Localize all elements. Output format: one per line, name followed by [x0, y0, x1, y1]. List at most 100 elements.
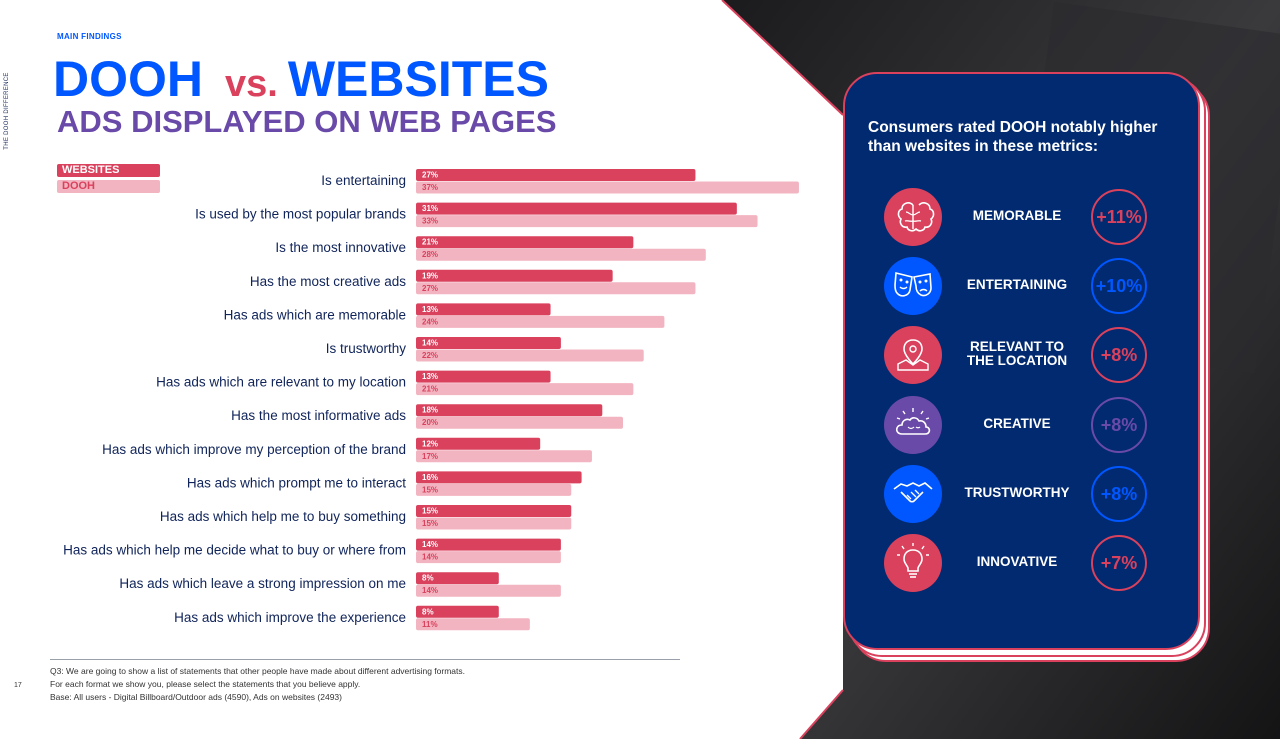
category-label: Has ads which leave a strong impression … — [119, 576, 406, 591]
metric-value-badge: +11% — [1091, 189, 1147, 245]
bar-value-label: 13% — [422, 305, 438, 314]
bar-websites — [416, 505, 572, 517]
bar-websites — [416, 370, 551, 383]
bar-websites — [416, 437, 541, 450]
bar-websites — [416, 236, 634, 249]
bar-dooh — [416, 618, 530, 631]
bar-value-label: 24% — [422, 317, 438, 326]
bar-dooh — [416, 416, 623, 429]
category-label: Has ads which help me decide what to buy… — [63, 543, 406, 558]
category-label: Is used by the most popular brands — [195, 207, 406, 222]
category-label: Has ads which are relevant to my locatio… — [156, 375, 406, 390]
bar-value-label: 13% — [422, 372, 438, 381]
handshake-icon — [884, 464, 942, 523]
legend-websites: WEBSITES — [57, 164, 160, 177]
side-label: THE DOOH DIFFERENCE — [4, 72, 10, 150]
bar-value-label: 14% — [422, 540, 438, 549]
metric-label: TRUSTWORTHY — [964, 484, 1070, 500]
category-label: Has ads which improve the experience — [174, 610, 406, 625]
bar-websites — [416, 538, 561, 551]
category-label: Has ads which improve my perception of t… — [102, 442, 406, 457]
bar-value-label: 12% — [422, 439, 438, 448]
bar-websites — [416, 303, 551, 316]
panel-heading: Consumers rated DOOH notably higher than… — [868, 119, 1158, 155]
brain-icon — [884, 188, 942, 246]
bar-value-label: 20% — [422, 418, 438, 427]
footnote-divider — [50, 659, 680, 660]
category-label: Is the most innovative — [275, 240, 406, 255]
category-label: Has the most informative ads — [231, 408, 406, 423]
metric-value-badge: +7% — [1091, 535, 1147, 591]
bar-dooh — [416, 215, 758, 228]
bar-dooh — [416, 383, 634, 396]
bar-dooh — [416, 483, 572, 496]
bar-dooh — [416, 551, 561, 564]
metric-label: RELEVANT TO THE LOCATION — [966, 339, 1068, 369]
bar-value-label: 21% — [422, 238, 438, 247]
bar-value-label: 15% — [422, 519, 438, 528]
bar-dooh — [416, 517, 572, 530]
bar-value-label: 8% — [422, 574, 434, 583]
footnote-line: Q3: We are going to show a list of state… — [50, 666, 466, 676]
category-label: Has the most creative ads — [250, 274, 406, 289]
bar-value-label: 15% — [422, 485, 438, 494]
bar-dooh — [416, 181, 799, 194]
bar-dooh — [416, 248, 706, 261]
bar-value-label: 33% — [422, 217, 438, 226]
bar-value-label: 27% — [422, 284, 438, 293]
title-dooh: DOOH — [53, 51, 203, 107]
metric-value-badge: +8% — [1091, 396, 1147, 453]
bar-websites — [416, 471, 582, 484]
bar-websites — [416, 337, 561, 349]
category-label: Is entertaining — [321, 173, 406, 188]
bar-dooh — [416, 349, 644, 362]
bar-websites — [416, 404, 603, 417]
bar-value-label: 8% — [422, 607, 434, 616]
bar-websites — [416, 269, 613, 282]
metric-label: CREATIVE — [983, 415, 1051, 431]
page-number: 17 — [14, 682, 22, 689]
metric-label: ENTERTAINING — [966, 277, 1068, 293]
bar-dooh — [416, 584, 561, 597]
legend-dooh: DOOH — [57, 180, 160, 193]
metric-label: INNOVATIVE — [976, 554, 1058, 569]
category-label: Is trustworthy — [326, 341, 407, 356]
category-label: Has ads which help me to buy something — [160, 509, 406, 524]
metric-value-badge: +10% — [1091, 258, 1147, 315]
bar-dooh — [416, 315, 665, 328]
bar-websites — [416, 605, 499, 618]
bar-value-label: 14% — [422, 553, 438, 562]
title-websites: WEBSITES — [287, 51, 549, 107]
theater-masks-icon — [884, 257, 942, 316]
footnote: Q3: We are going to show a list of state… — [50, 665, 465, 704]
page-subtitle: ADS DISPLAYED ON WEB PAGES — [57, 104, 557, 139]
bar-value-label: 17% — [422, 452, 438, 461]
metric-value-badge: +8% — [1091, 327, 1147, 384]
bar-value-label: 14% — [422, 339, 438, 348]
category-label: Has ads which prompt me to interact — [187, 475, 406, 490]
bar-value-label: 19% — [422, 271, 438, 280]
bar-chart: Is entertaining 27% 37% Is used by the most… — [63, 169, 799, 631]
page-title: DOOH vs. WEBSITES — [53, 54, 549, 104]
map-pin-icon — [884, 326, 942, 385]
creative-cloud-icon — [884, 395, 942, 454]
bar-value-label: 27% — [422, 171, 438, 180]
bar-websites — [416, 169, 696, 181]
bar-dooh — [416, 450, 592, 463]
kicker: MAIN FINDINGS — [57, 32, 122, 41]
bar-value-label: 11% — [422, 620, 438, 629]
title-vs: vs. — [225, 63, 278, 105]
bar-value-label: 18% — [422, 406, 438, 415]
bar-websites — [416, 572, 499, 585]
metric-label: MEMORABLE — [972, 208, 1062, 223]
bar-value-label: 16% — [422, 473, 438, 482]
bar-value-label: 21% — [422, 385, 438, 394]
bar-value-label: 14% — [422, 586, 438, 595]
category-label: Has ads which are memorable — [224, 307, 406, 322]
footnote-line: Base: All users - Digital Billboard/Outd… — [50, 692, 342, 702]
bar-value-label: 28% — [422, 250, 438, 259]
footnote-line: For each format we show you, please sele… — [50, 679, 361, 689]
lightbulb-icon — [884, 534, 942, 592]
bar-value-label: 31% — [422, 204, 438, 213]
bar-dooh — [416, 282, 696, 295]
